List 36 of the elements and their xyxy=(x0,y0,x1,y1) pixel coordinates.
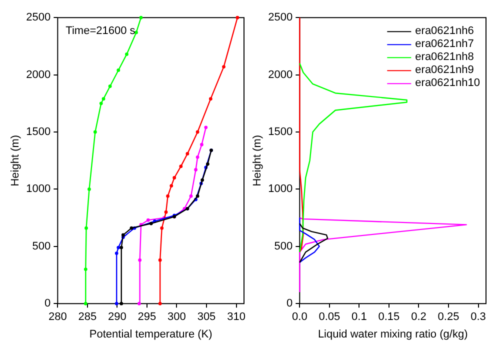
x-tick-label: 295 xyxy=(138,311,156,324)
legend-label: era0621nh6 xyxy=(415,25,474,38)
x-tick-label: 300 xyxy=(168,311,186,324)
annotation: Time=21600 s xyxy=(66,25,136,38)
x-tick-label: 0.25 xyxy=(438,311,460,324)
x-tick-label: 0.15 xyxy=(378,311,400,324)
x-tick-label: 0.2 xyxy=(411,311,426,324)
y-tick-label: 2500 xyxy=(268,12,293,24)
x-axis-title: Liquid water mixing ratio (g/kg) xyxy=(318,328,468,340)
x-tick-label: 310 xyxy=(227,311,246,324)
x-tick-label: 285 xyxy=(78,311,97,324)
y-axis-title: Height (m) xyxy=(10,134,22,186)
y-tick-label: 2000 xyxy=(26,68,51,81)
legend-label: era0621nh9 xyxy=(415,64,474,76)
legend-label: era0621nh10 xyxy=(415,77,480,90)
y-tick-label: 1500 xyxy=(26,126,51,138)
y-tick-label: 500 xyxy=(274,240,293,252)
x-tick-label: 305 xyxy=(197,311,216,324)
x-tick-label: 280 xyxy=(48,311,67,324)
legend-label: era0621nh7 xyxy=(415,38,474,50)
y-tick-label: 1000 xyxy=(268,183,293,196)
y-tick-label: 0 xyxy=(44,298,51,310)
x-tick-label: 290 xyxy=(108,311,126,324)
y-tick-label: 1000 xyxy=(26,183,51,196)
y-tick-label: 500 xyxy=(32,240,51,252)
y-tick-label: 1500 xyxy=(268,126,293,138)
x-tick-label: 0.05 xyxy=(318,311,340,324)
y-tick-label: 2500 xyxy=(26,12,51,24)
x-tick-label: 0.1 xyxy=(352,311,367,324)
y-tick-label: 0 xyxy=(286,298,293,310)
legend-label: era0621nh8 xyxy=(415,51,474,64)
x-tick-label: 0.3 xyxy=(470,311,486,324)
y-axis-title: Height (m) xyxy=(252,134,264,186)
x-tick-label: 0.0 xyxy=(292,311,308,324)
x-axis-title: Potential temperature (K) xyxy=(89,328,212,340)
y-tick-label: 2000 xyxy=(268,68,293,81)
